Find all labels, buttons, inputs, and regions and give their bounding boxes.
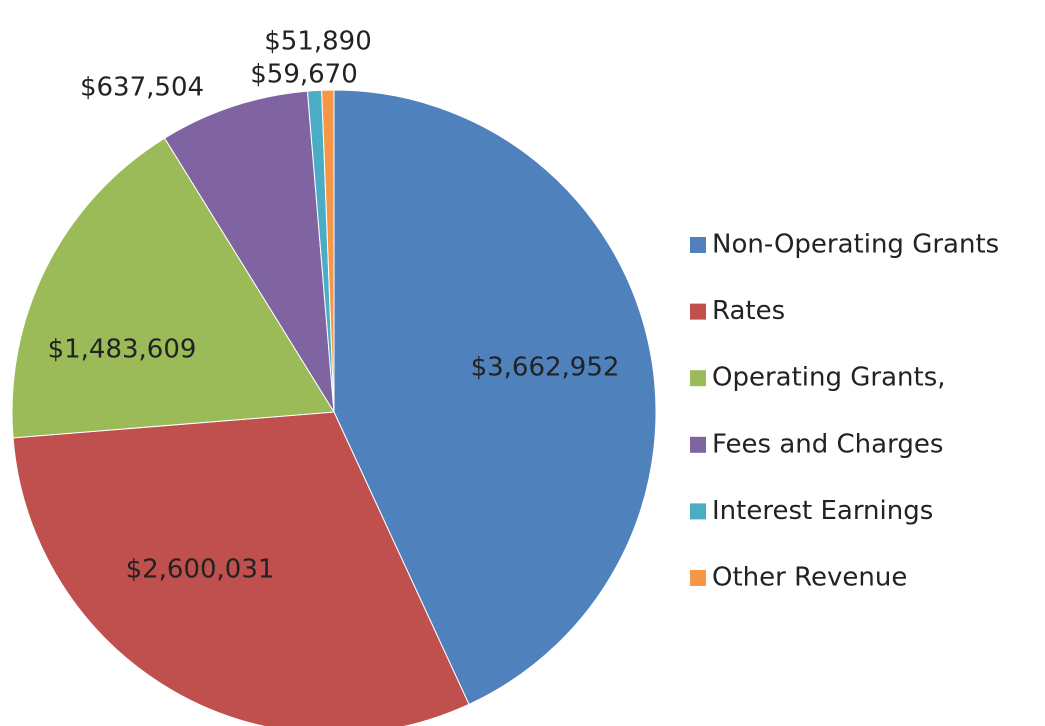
data-label: $1,483,609 xyxy=(48,335,197,365)
data-label: $3,662,952 xyxy=(471,353,620,383)
legend-swatch xyxy=(690,436,706,453)
pie-slice xyxy=(163,90,335,413)
legend-swatch xyxy=(690,237,706,253)
data-label: $51,890 xyxy=(264,27,372,57)
legend-label: Non-Operating Grants xyxy=(712,230,999,260)
legend-label: Operating Grants, xyxy=(712,363,946,393)
pie-slice xyxy=(333,89,657,706)
legend-swatch xyxy=(690,303,706,320)
pie-slice xyxy=(12,411,470,726)
pie-slice xyxy=(11,137,335,439)
legend-swatch xyxy=(690,570,706,586)
legend-swatch xyxy=(690,503,706,520)
data-label: $2,600,031 xyxy=(126,555,275,585)
data-label: $637,504 xyxy=(80,73,204,103)
data-label: $59,670 xyxy=(250,60,358,90)
pie-slice xyxy=(321,89,335,413)
legend-swatch xyxy=(690,370,706,387)
legend-label: Fees and Charges xyxy=(712,429,943,459)
legend-label: Rates xyxy=(712,296,785,326)
legend-label: Other Revenue xyxy=(712,563,907,593)
legend-label: Interest Earnings xyxy=(712,496,933,526)
